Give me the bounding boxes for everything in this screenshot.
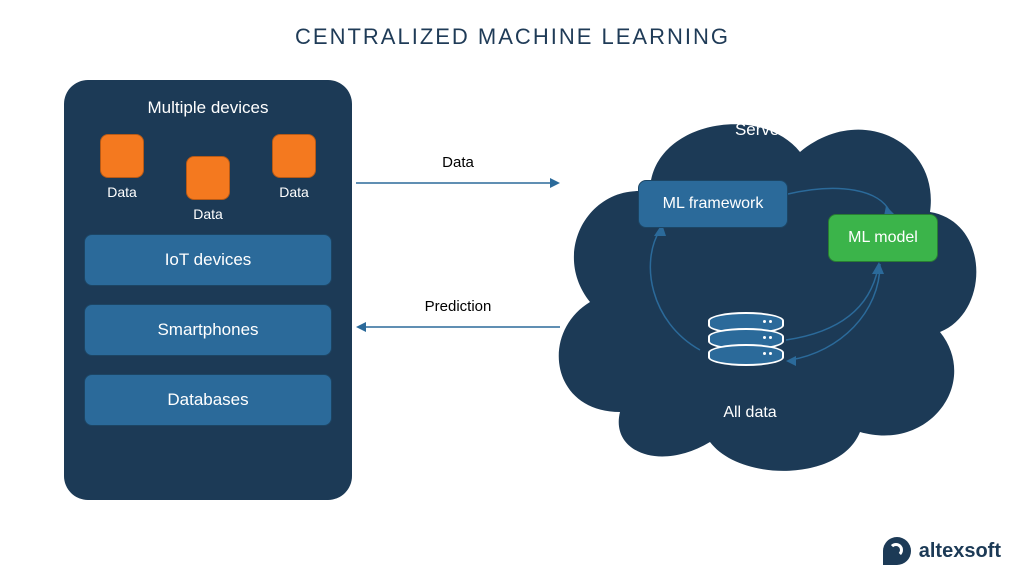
server-title: Server: [540, 120, 980, 140]
brand-logo-text: altexsoft: [919, 540, 1001, 563]
device-box-smartphones: Smartphones: [84, 304, 332, 356]
database-icon: [708, 312, 784, 388]
ml-model-box: ML model: [828, 214, 938, 262]
arrow-data-label: Data: [356, 154, 560, 171]
data-label: Data: [107, 184, 137, 200]
data-square-icon: [186, 156, 230, 200]
data-squares-row: Data Data Data: [84, 134, 332, 234]
brand-logo-mark-icon: [883, 537, 911, 565]
device-box-databases: Databases: [84, 374, 332, 426]
data-square-icon: [100, 134, 144, 178]
arrow-left-icon: [356, 321, 560, 333]
data-label: Data: [279, 184, 309, 200]
devices-panel: Multiple devices Data Data Data IoT devi…: [64, 80, 352, 500]
arrow-prediction: Prediction: [356, 320, 560, 344]
data-item: Data: [262, 134, 326, 200]
device-box-iot: IoT devices: [84, 234, 332, 286]
arrow-right-icon: [356, 177, 560, 189]
arrow-data: Data: [356, 176, 560, 200]
arrow-prediction-label: Prediction: [356, 298, 560, 315]
data-item: Data: [176, 156, 240, 222]
all-data-label: All data: [660, 404, 840, 422]
server-cloud: Server ML framework ML model All data: [540, 72, 980, 492]
data-item: Data: [90, 134, 154, 200]
brand-logo: altexsoft: [883, 537, 1001, 565]
ml-framework-box: ML framework: [638, 180, 788, 228]
data-label: Data: [193, 206, 223, 222]
devices-panel-title: Multiple devices: [84, 98, 332, 118]
data-square-icon: [272, 134, 316, 178]
diagram-title: CENTRALIZED MACHINE LEARNING: [0, 24, 1025, 50]
